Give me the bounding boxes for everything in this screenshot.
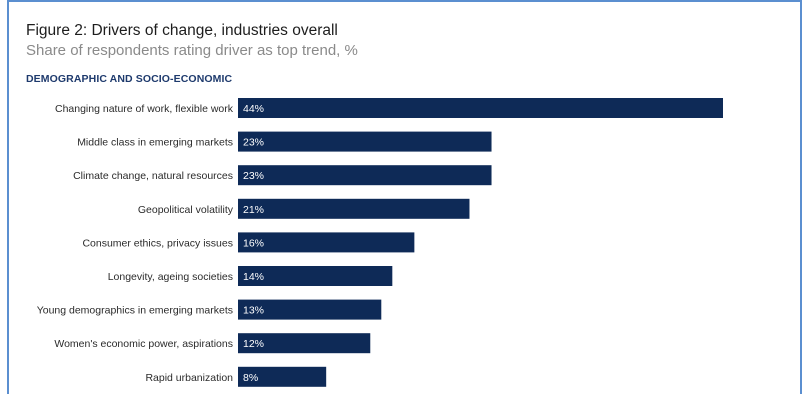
bar [238,333,371,354]
category-label: Middle class in emerging markets [77,137,233,149]
bar [238,131,492,152]
value-label: 23% [243,137,264,149]
chart-subtitle: Share of respondents rating driver as to… [26,42,358,59]
bar-row: Women's economic power, aspirations 12% [54,333,371,354]
section-label: DEMOGRAPHIC AND SOCIO-ECONOMIC [26,73,233,85]
category-label: Women's economic power, aspirations [54,338,233,350]
value-label: 23% [243,170,264,182]
figure-frame [7,0,802,394]
bar-row: Middle class in emerging markets 23% [77,131,492,152]
category-label: Geopolitical volatility [138,204,234,216]
bar [238,266,393,286]
bar [238,299,382,320]
bar [238,165,492,186]
bar [238,98,723,118]
value-label: 13% [243,305,264,317]
bar [238,232,415,253]
value-label: 12% [243,338,264,350]
bar-row: Geopolitical volatility 21% [138,198,470,219]
value-label: 21% [243,204,264,216]
category-label: Consumer ethics, privacy issues [82,237,233,249]
bar-row: Changing nature of work, flexible work 44… [55,98,723,118]
bar [238,198,470,219]
value-label: 14% [243,271,264,283]
bar-row: Longevity, ageing societies 14% [108,266,393,286]
value-label: 16% [243,237,264,249]
value-label: 8% [243,372,258,384]
chart-title: Figure 2: Drivers of change, industries … [26,22,338,39]
bar-row: Climate change, natural resources 23% [73,165,492,186]
category-label: Longevity, ageing societies [108,271,233,283]
category-label: Young demographics in emerging markets [37,305,233,317]
bar [238,366,327,387]
bar-row: Consumer ethics, privacy issues 16% [82,232,415,253]
category-label: Changing nature of work, flexible work [55,103,234,115]
category-label: Climate change, natural resources [73,170,233,182]
bar-row: Rapid urbanization 8% [145,366,327,387]
category-label: Rapid urbanization [145,372,233,384]
value-label: 44% [243,103,264,115]
bar-row: Young demographics in emerging markets 13… [37,299,382,320]
